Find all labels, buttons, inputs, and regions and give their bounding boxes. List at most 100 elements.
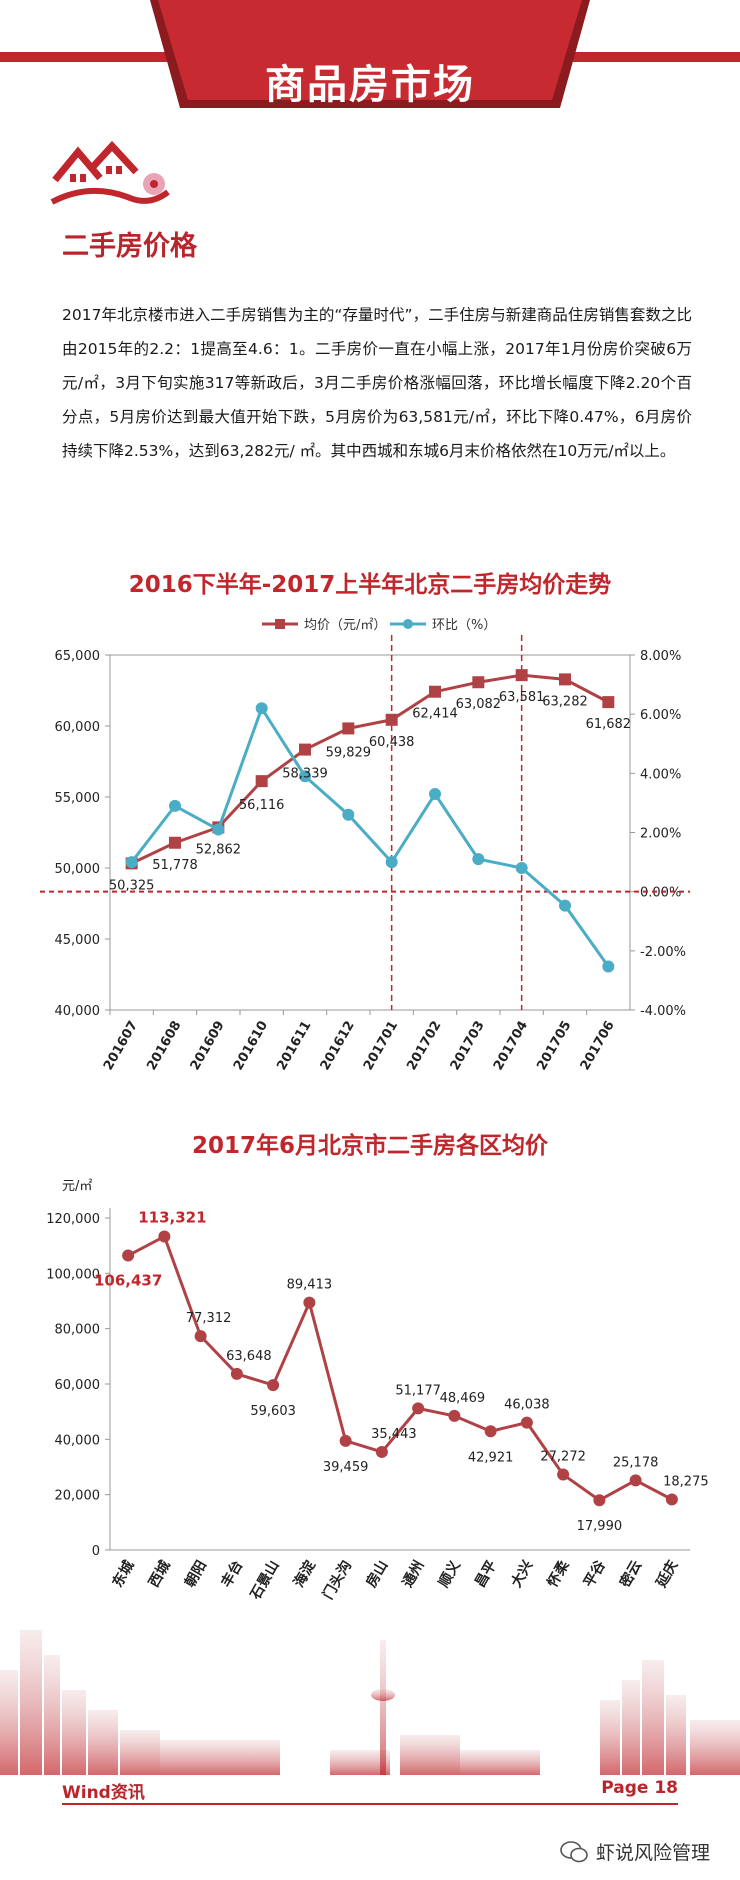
price-point xyxy=(429,685,441,698)
price-data-label: 60,438 xyxy=(369,735,415,750)
page-title: 商品房市场 xyxy=(265,62,475,108)
district-price-chart: 元/㎡ 0 20,000 40,000 60,000 80,000 100,000 120,0… xyxy=(46,1179,709,1600)
x-tick-label: 201612 xyxy=(318,1019,358,1074)
district-point xyxy=(267,1379,280,1392)
intro-paragraph: 2017年北京楼市进入二手房销售为主的“存量时代”，二手住房与新建商品住房销售套… xyxy=(62,306,692,460)
district-point xyxy=(230,1367,243,1380)
district-label: 平谷 xyxy=(581,1557,609,1590)
price-data-label: 50,325 xyxy=(109,878,155,893)
x-tick-label: 201607 xyxy=(101,1019,141,1074)
header-banner-shape xyxy=(0,0,740,108)
section-title: 二手房价格 xyxy=(62,231,197,262)
district-label: 东城 xyxy=(109,1558,138,1591)
mom-point xyxy=(385,856,398,869)
district-data-label: 63,648 xyxy=(226,1349,272,1364)
x-tick-label: 201704 xyxy=(491,1019,531,1074)
price-point xyxy=(559,673,571,686)
district-point xyxy=(557,1468,570,1481)
price-point xyxy=(342,722,355,735)
right-tick-label: -4.00% xyxy=(640,1004,686,1019)
district-data-label: 89,413 xyxy=(287,1278,333,1293)
left-tick-label: 55,000 xyxy=(55,791,101,806)
mom-point xyxy=(472,853,485,866)
footer-divider xyxy=(62,1803,678,1805)
district-data-label: 18,275 xyxy=(663,1474,709,1489)
legend-mom-marker xyxy=(403,619,413,629)
price-series-line xyxy=(131,673,610,865)
left-tick-label: 50,000 xyxy=(55,862,101,877)
x-tick-label: 201610 xyxy=(231,1019,271,1074)
y-tick-label: 40,000 xyxy=(55,1433,101,1448)
district-data-label: 39,459 xyxy=(323,1460,369,1475)
district-label: 密云 xyxy=(616,1558,645,1592)
district-label: 海淀 xyxy=(290,1557,319,1591)
x-tick-label: 201701 xyxy=(361,1019,401,1074)
district-label: 石景山 xyxy=(247,1558,282,1600)
district-point xyxy=(303,1296,316,1309)
right-tick-label: 6.00% xyxy=(640,708,681,723)
x-tick-label: 201705 xyxy=(534,1019,574,1074)
left-tick-label: 45,000 xyxy=(55,933,101,948)
district-point xyxy=(593,1494,606,1507)
mom-point xyxy=(429,788,441,801)
district-data-label: 51,177 xyxy=(395,1383,441,1398)
price-trend-chart: 均价（元/㎡） 环比（%） 40,000 45,000 50,000 55,000 60,0… xyxy=(40,618,690,1074)
mom-point xyxy=(169,799,181,812)
district-point xyxy=(339,1434,352,1447)
mom-point xyxy=(299,770,311,783)
city-skyline-decoration xyxy=(0,1630,740,1775)
legend-price-label: 均价（元/㎡） xyxy=(304,618,386,633)
district-data-label: 113,321 xyxy=(138,1208,206,1226)
house-logo-icon xyxy=(50,140,170,205)
price-data-label: 56,116 xyxy=(239,798,285,813)
district-label: 朝阳 xyxy=(181,1558,210,1591)
price-point xyxy=(255,775,268,788)
watermark-text: 虾说风险管理 xyxy=(595,1842,710,1864)
district-point xyxy=(375,1445,388,1458)
district-label: 延庆 xyxy=(652,1558,681,1592)
price-data-label: 62,414 xyxy=(412,707,458,722)
district-data-label: 106,437 xyxy=(94,1272,162,1290)
price-point xyxy=(515,669,528,682)
mom-point xyxy=(559,899,571,912)
x-tick-label: 201706 xyxy=(578,1019,618,1074)
district-point xyxy=(448,1409,461,1422)
district-point xyxy=(665,1493,678,1506)
district-data-label: 59,603 xyxy=(250,1404,296,1419)
district-label: 西城 xyxy=(145,1558,174,1591)
district-data-label: 17,990 xyxy=(577,1519,623,1534)
price-data-label: 58,339 xyxy=(282,767,328,782)
price-point xyxy=(169,836,181,849)
mom-series-line xyxy=(130,704,610,968)
district-label: 昌平 xyxy=(472,1558,500,1590)
mom-point xyxy=(515,862,528,874)
district-data-label: 42,921 xyxy=(468,1450,514,1465)
district-data-label: 46,038 xyxy=(504,1398,550,1413)
district-point xyxy=(194,1330,207,1343)
price-data-label: 61,682 xyxy=(586,717,632,732)
wechat-icon xyxy=(560,1840,588,1862)
district-point xyxy=(122,1249,135,1262)
district-point xyxy=(520,1416,533,1429)
mom-point xyxy=(602,960,615,973)
price-data-label: 51,778 xyxy=(152,858,198,873)
right-tick-label: 8.00% xyxy=(640,649,681,664)
price-point xyxy=(602,696,615,709)
district-data-label: 77,312 xyxy=(186,1311,232,1326)
chart1-title: 2016下半年-2017上半年北京二手房均价走势 xyxy=(128,572,612,598)
district-point xyxy=(484,1425,497,1438)
x-tick-label: 201702 xyxy=(404,1019,444,1074)
mom-point xyxy=(255,702,268,715)
district-point xyxy=(158,1230,171,1243)
district-label: 房山 xyxy=(363,1558,392,1591)
price-point xyxy=(472,676,485,689)
district-data-label: 35,443 xyxy=(371,1427,417,1442)
price-data-label: 52,862 xyxy=(196,842,242,857)
price-data-label: 59,829 xyxy=(326,745,372,760)
right-tick-label: 2.00% xyxy=(640,827,681,842)
y-tick-label: 0 xyxy=(92,1544,100,1559)
y-tick-label: 60,000 xyxy=(55,1378,101,1393)
footer-page-number: Page 18 xyxy=(601,1778,678,1798)
header-banner: 商品房市场 xyxy=(0,0,740,120)
district-series-line xyxy=(127,1234,673,1502)
